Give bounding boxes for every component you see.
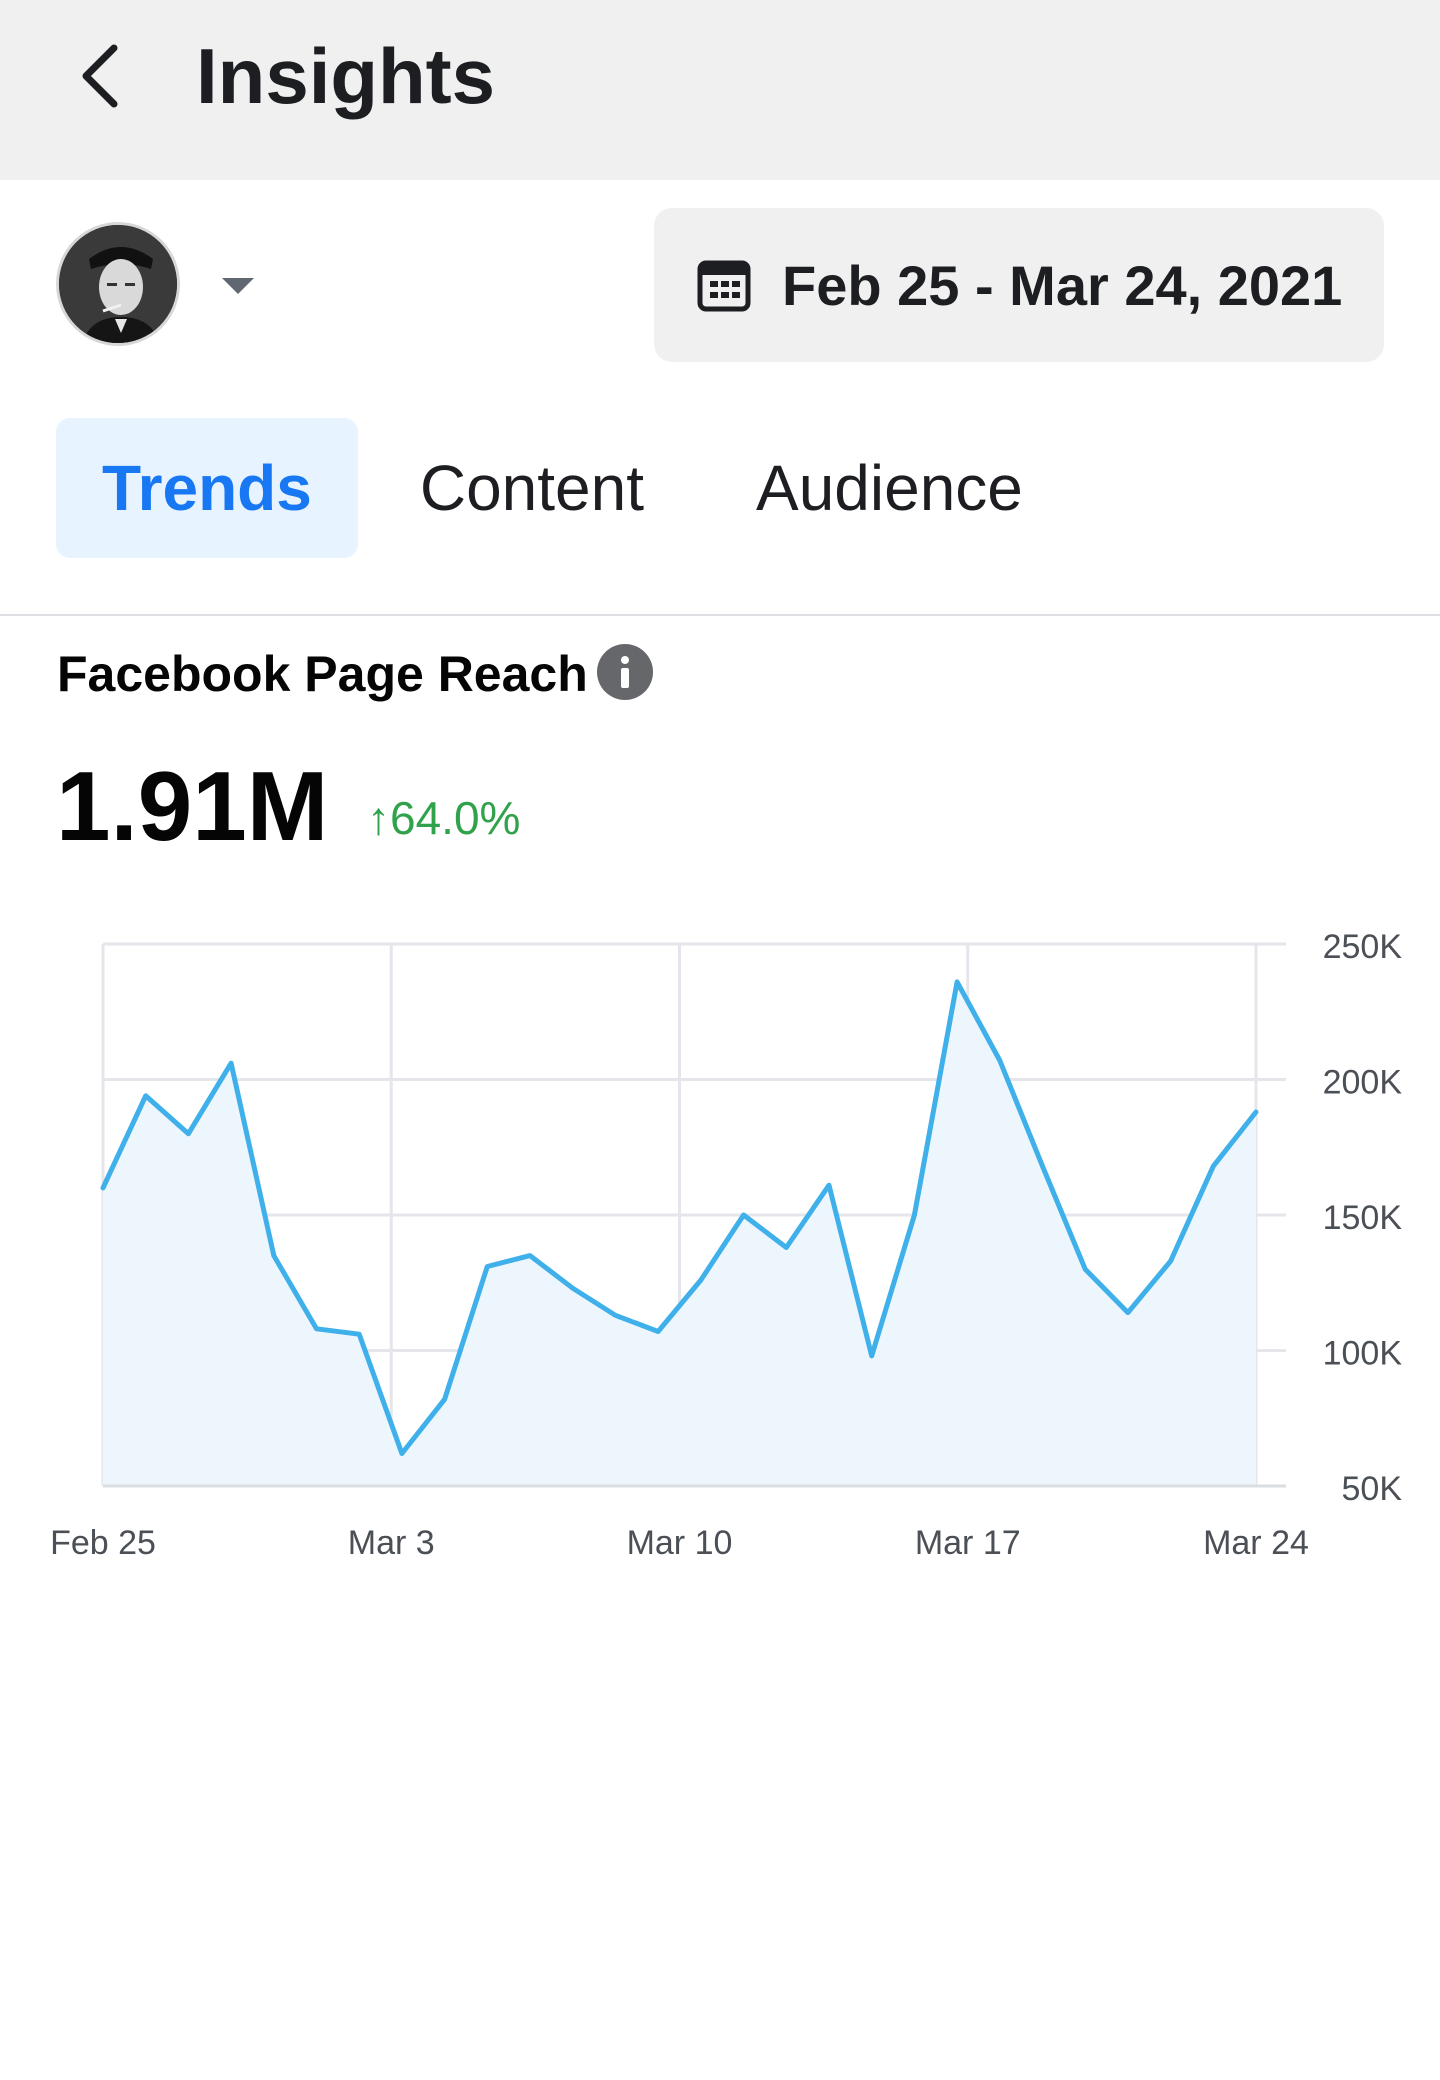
reach-chart: 250K 200K 150K 100K 50K Feb 25 Mar 3 Mar 10 Mar …	[50, 928, 1403, 1562]
info-icon[interactable]	[596, 643, 654, 701]
x-tick-label: Mar 10	[627, 1524, 733, 1562]
series-line	[100, 979, 1259, 1456]
divider	[0, 614, 1440, 616]
metric-title: Facebook Page Reach	[57, 646, 588, 702]
top-app-bar: Insights	[0, 0, 1440, 180]
page-title: Insights	[196, 32, 496, 120]
y-tick-label: 150K	[1323, 1199, 1403, 1237]
x-tick-label: Feb 25	[50, 1524, 156, 1562]
profile-avatar	[59, 225, 177, 343]
date-range-label: Feb 25 - Mar 24, 2021	[782, 253, 1343, 317]
tab-bar: Trends Content Audience	[56, 418, 1023, 558]
chevron-left-icon	[82, 44, 118, 108]
tab-trends[interactable]: Trends	[56, 418, 358, 558]
series-area	[103, 981, 1256, 1486]
metric-value: 1.91M	[56, 751, 329, 861]
x-tick-label: Mar 17	[915, 1524, 1021, 1562]
y-tick-label: 100K	[1323, 1335, 1403, 1373]
y-tick-label: 200K	[1323, 1064, 1403, 1102]
x-tick-label: Mar 3	[348, 1524, 435, 1562]
calendar-icon	[697, 260, 751, 312]
avatar[interactable]	[56, 222, 180, 346]
y-tick-label: 250K	[1323, 928, 1403, 966]
metric-change: ↑64.0%	[367, 792, 521, 844]
tab-audience[interactable]: Audience	[756, 452, 1023, 524]
caret-down-icon[interactable]	[218, 270, 258, 300]
y-tick-label: 50K	[1342, 1470, 1403, 1508]
x-tick-label: Mar 24	[1203, 1524, 1309, 1562]
date-range-button[interactable]: Feb 25 - Mar 24, 2021	[654, 208, 1384, 362]
back-button[interactable]	[64, 36, 136, 116]
tab-content[interactable]: Content	[419, 452, 644, 524]
